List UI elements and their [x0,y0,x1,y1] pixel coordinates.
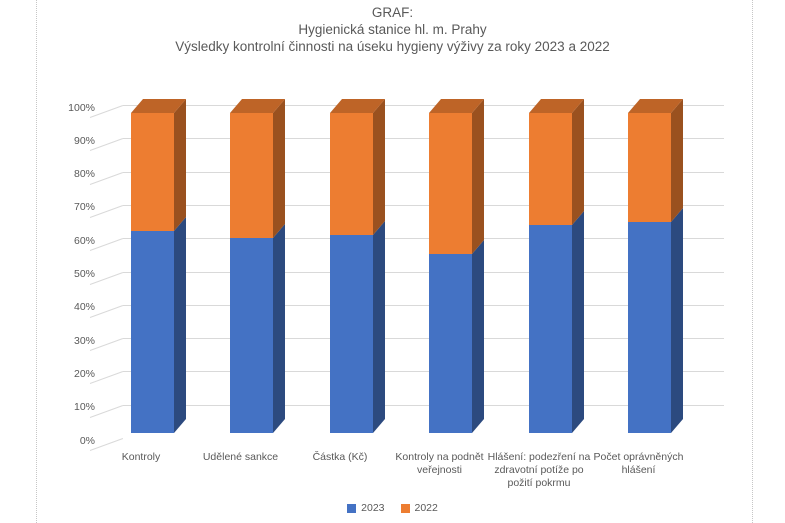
bar-segment-2023-4[interactable] [528,225,572,433]
gridline [123,238,724,240]
bar-side-face-2022 [173,98,186,232]
bar-side-face-2023 [671,207,683,433]
gridline [123,204,724,206]
gridline [123,338,724,340]
legend: 2023 2022 [0,502,785,514]
x-axis-category-label: Částka (Kč) [312,451,368,463]
bar-segment-2022-0[interactable] [130,113,174,232]
bar-segment-2023-0[interactable] [130,231,174,433]
y-axis-tick-label: 90% [73,134,95,147]
chart-title-line-3: Výsledky kontrolní činnosti na úseku hyg… [175,39,610,54]
x-axis-category-label: Udělené sankce [202,451,279,463]
bar-segment-2022-3[interactable] [429,113,472,254]
y-axis-tick-label: 60% [73,234,95,247]
bar-segment-2022-1[interactable] [230,113,273,238]
bar-side-face-2023 [273,223,285,433]
legend-swatch-2023 [347,503,357,513]
gridline [123,304,724,306]
bar-segment-2023-2[interactable] [329,234,373,433]
legend-label-2023: 2023 [361,502,385,514]
bar-side-face-2023 [173,217,186,433]
x-axis-category-label: Kontroly [121,451,161,463]
bar-segment-2023-5[interactable] [628,221,671,433]
bar-segment-2022-5[interactable] [628,113,671,222]
legend-label-2022: 2022 [414,502,438,514]
gridline [123,171,724,173]
bar-side-face-2022 [372,98,385,235]
bar-side-face-2023 [372,220,385,433]
y-axis-tick-label: 80% [73,168,95,181]
bar-segment-2023-3[interactable] [429,253,472,433]
bar-side-face-2022 [472,98,484,254]
gridline [123,105,724,106]
y-axis-tick-label: 30% [73,334,95,347]
legend-item-2023[interactable]: 2023 [347,502,385,514]
page-break-line-right [752,0,753,523]
bar-segment-2023-1[interactable] [230,237,273,433]
legend-swatch-2022 [400,503,410,513]
y-axis-tick-label: 10% [73,401,95,414]
chart-title-line-2: Hygienická stanice hl. m. Prahy [298,22,487,37]
gridline [123,404,724,406]
chart-title-line-1: GRAF: [371,5,414,20]
legend-item-2022[interactable]: 2022 [400,502,438,514]
bar-side-face-2023 [472,239,484,433]
bar-side-face-2022 [571,98,584,225]
gridline [123,371,724,373]
chart-title: GRAF: Hygienická stanice hl. m. Prahy Vý… [0,4,785,55]
bar-side-face-2022 [273,98,285,238]
bar-segment-2022-2[interactable] [329,113,373,235]
y-axis-tick-label: 20% [73,367,95,380]
gridline [123,271,724,273]
y-axis-tick-label: 100% [68,101,95,114]
bar-side-face-2022 [671,98,683,222]
y-axis-tick-label: 50% [73,268,95,280]
x-axis-category-label: Počet oprávněných hlášení [593,451,684,476]
bar-segment-2022-4[interactable] [528,113,572,225]
y-axis-tick-label: 0% [79,434,95,447]
x-axis-category-label: Kontroly na podnět veřejnosti [395,451,484,476]
page-break-line-left [36,0,37,523]
x-axis-category-label: Hlášení: podezření na zdravotní potíže p… [487,451,591,489]
y-axis-tick-label: 40% [73,301,95,314]
y-axis-tick-label: 70% [73,201,95,214]
bar-side-face-2023 [571,210,584,433]
gridline [123,138,724,140]
